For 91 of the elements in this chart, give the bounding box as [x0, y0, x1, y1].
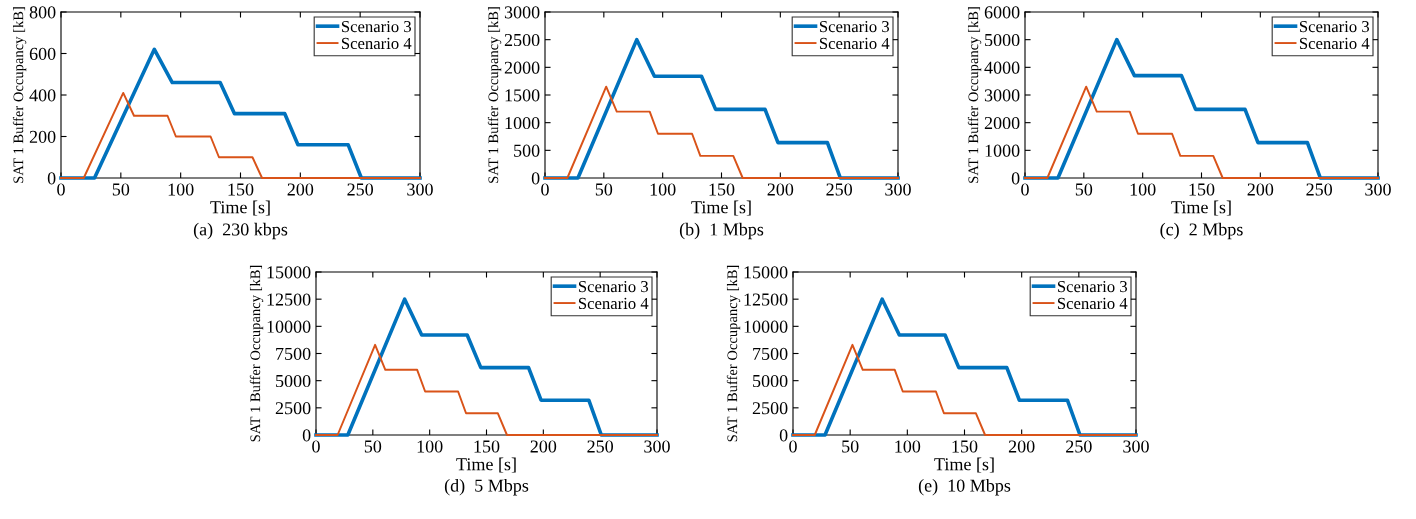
- legend-label: Scenario 3: [1299, 20, 1370, 33]
- x-tick-label: 100: [168, 183, 194, 196]
- x-tick-label: 100: [650, 183, 676, 196]
- x-tick-label: 0: [57, 183, 65, 196]
- y-tick-label: 7500: [753, 347, 788, 360]
- x-tick-label: 150: [474, 440, 500, 453]
- y-tick-label: 2500: [752, 402, 788, 415]
- legend-label: Scenario 4: [1299, 37, 1370, 50]
- text: (a) 230 kbps: [193, 222, 288, 240]
- y-tick-label: 500: [514, 144, 540, 157]
- x-axis-title: Time [s]: [210, 200, 270, 216]
- x-tick-label: 0: [1021, 183, 1029, 196]
- x-tick-label: 250: [1066, 440, 1092, 453]
- legend-label: Scenario 3: [819, 20, 890, 33]
- y-tick-label: 5000: [985, 33, 1020, 47]
- x-tick-label: 250: [347, 183, 374, 196]
- legend-label: Scenario 4: [1057, 297, 1128, 310]
- x-tick-label: 300: [885, 183, 911, 196]
- text: (b) 1 Mbps: [679, 222, 764, 240]
- y-tick-label: 3000: [504, 6, 540, 19]
- x-tick-label: 300: [1365, 183, 1391, 196]
- x-tick-label: 0: [541, 183, 549, 196]
- y-tick-label: 3000: [984, 89, 1020, 102]
- x-tick-label: 250: [826, 183, 853, 196]
- legend-label: Scenario 4: [819, 37, 890, 50]
- y-tick-label: 800: [29, 6, 56, 19]
- x-tick-label: 50: [112, 183, 130, 196]
- x-tick-label: 150: [228, 183, 254, 196]
- y-tick-label: 2000: [984, 116, 1020, 130]
- y-tick-label: 12500: [267, 293, 311, 306]
- y-tick-label: 4000: [984, 61, 1020, 74]
- x-tick-label: 0: [312, 440, 320, 453]
- y-tick-label: 1000: [505, 116, 540, 130]
- legend-label: Scenario 3: [578, 280, 649, 293]
- legend-label: Scenario 4: [341, 37, 412, 50]
- y-tick-label: 2000: [504, 61, 540, 74]
- y-tick-label: 2500: [275, 402, 311, 415]
- y-tick-label: 10000: [744, 320, 788, 333]
- y-tick-label: 1500: [505, 89, 540, 102]
- y-tick-label: 15000: [744, 266, 788, 279]
- x-tick-label: 100: [895, 440, 921, 453]
- y-tick-label: 0: [531, 172, 540, 185]
- y-tick-label: 0: [302, 429, 311, 442]
- x-tick-label: 300: [1123, 440, 1149, 453]
- x-tick-label: 250: [587, 440, 614, 453]
- y-tick-label: 5000: [753, 374, 788, 388]
- x-tick-label: 300: [407, 183, 433, 196]
- x-tick-label: 200: [1008, 440, 1035, 453]
- text: (c) 2 Mbps: [1160, 222, 1243, 240]
- x-tick-label: 0: [789, 440, 797, 453]
- x-tick-label: 100: [417, 440, 443, 453]
- y-tick-label: 15000: [267, 266, 311, 279]
- y-tick-label: 0: [779, 429, 788, 442]
- x-tick-label: 250: [1306, 183, 1333, 196]
- y-axis-title: SAT 1 Buffer Occupancy [kB]: [726, 265, 741, 442]
- y-tick-label: 7500: [276, 347, 311, 360]
- y-tick-label: 600: [29, 47, 56, 60]
- text: (e) 10 Mbps: [918, 479, 1011, 496]
- x-axis-title: Time [s]: [456, 457, 516, 473]
- x-axis-title: Time [s]: [691, 200, 751, 216]
- x-tick-label: 150: [1189, 183, 1215, 196]
- x-tick-label: 50: [1075, 183, 1093, 196]
- x-tick-label: 100: [1130, 183, 1156, 196]
- text: (d) 5 Mbps: [444, 479, 529, 496]
- legend-label: Scenario 4: [578, 297, 649, 310]
- y-axis-title: SAT 1 Buffer Occupancy [kB]: [12, 7, 27, 183]
- x-tick-label: 300: [644, 440, 670, 453]
- y-axis-title: SAT 1 Buffer Occupancy [kB]: [249, 265, 264, 442]
- y-tick-label: 6000: [984, 6, 1020, 19]
- y-tick-label: 10000: [267, 320, 311, 333]
- y-axis-title: SAT 1 Buffer Occupancy [kB]: [967, 7, 982, 183]
- y-axis-title: SAT 1 Buffer Occupancy [kB]: [487, 7, 502, 183]
- x-tick-label: 200: [530, 440, 557, 453]
- x-tick-label: 150: [709, 183, 735, 196]
- legend-label: Scenario 3: [1057, 280, 1128, 293]
- legend-label: Scenario 3: [341, 20, 412, 33]
- x-axis-title: Time [s]: [1171, 200, 1231, 216]
- x-tick-label: 50: [595, 183, 613, 196]
- x-tick-label: 50: [364, 440, 382, 453]
- y-tick-label: 0: [47, 172, 56, 185]
- y-tick-label: 200: [29, 130, 56, 143]
- y-tick-label: 1000: [985, 144, 1020, 157]
- x-tick-label: 200: [1247, 183, 1274, 196]
- x-axis-title: Time [s]: [934, 457, 994, 473]
- y-tick-label: 5000: [276, 374, 311, 388]
- y-tick-label: 2500: [504, 33, 540, 47]
- x-tick-label: 150: [952, 440, 978, 453]
- y-tick-label: 0: [1011, 172, 1020, 185]
- y-tick-label: 400: [29, 89, 56, 102]
- x-tick-label: 50: [842, 440, 859, 453]
- y-tick-label: 12500: [744, 293, 788, 306]
